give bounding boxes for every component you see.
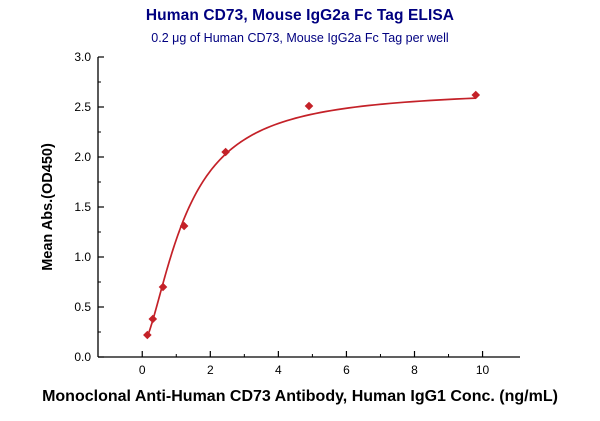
x-tick-label: 6 xyxy=(343,363,350,377)
data-point xyxy=(143,330,152,340)
data-point xyxy=(179,221,189,231)
data-point xyxy=(148,314,158,324)
x-tick-label: 2 xyxy=(207,363,214,377)
x-tick-label: 10 xyxy=(476,363,490,377)
fit-curve xyxy=(146,97,476,338)
y-tick-label: 1.0 xyxy=(74,250,91,264)
data-point xyxy=(158,282,168,292)
chart-title: Human CD73, Mouse IgG2a Fc Tag ELISA xyxy=(145,7,455,24)
x-axis-label: Monoclonal Anti-Human CD73 Antibody, Hum… xyxy=(42,388,558,405)
y-tick-label: 3.0 xyxy=(74,50,91,64)
y-tick-label: 0.5 xyxy=(74,300,91,314)
y-tick-label: 2.5 xyxy=(74,100,91,114)
y-tick-label: 0.0 xyxy=(74,350,91,364)
data-point xyxy=(221,147,230,157)
elisa-dose-response-plot: 0 2 4 6 8 10 0.0 0.5 1.0 1.5 2.0 2.5 3.0 xyxy=(74,50,520,377)
data-point xyxy=(471,90,481,100)
chart-subtitle: 0.2 μg of Human CD73, Mouse IgG2a Fc Tag… xyxy=(151,31,449,45)
y-tick-label: 1.5 xyxy=(74,200,91,214)
y-tick-label: 2.0 xyxy=(74,150,91,164)
x-tick-label: 0 xyxy=(139,363,146,377)
x-tick-label: 8 xyxy=(411,363,418,377)
x-tick-label: 4 xyxy=(275,363,282,377)
data-point xyxy=(304,101,314,111)
